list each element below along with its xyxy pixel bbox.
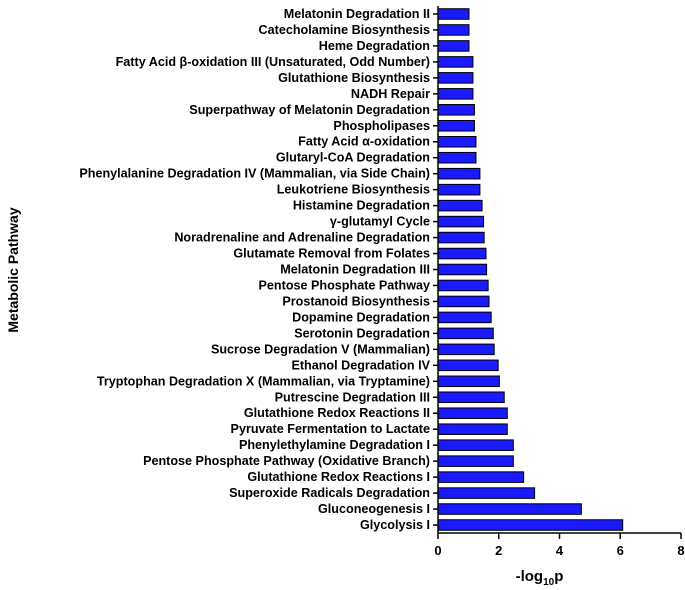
category-label: Glutathione Redox Reactions II (244, 406, 430, 420)
category-label: Superoxide Radicals Degradation (229, 486, 430, 500)
bar (437, 487, 536, 499)
category-label: Phenylethylamine Degradation I (239, 438, 430, 452)
bar (437, 183, 481, 196)
bar (437, 88, 474, 100)
bar (437, 343, 495, 356)
category-label: Pentose Phosphate Pathway (Oxidative Bra… (143, 454, 430, 468)
category-label: Sucrose Degradation V (Mammalian) (211, 342, 430, 356)
category-label: Heme Degradation (319, 39, 430, 53)
category-label: Melatonin Degradation III (280, 263, 430, 277)
category-label: Fatty Acid β-oxidation III (Unsaturated,… (116, 55, 430, 69)
bar (437, 56, 474, 68)
bar (437, 519, 624, 531)
bar (437, 24, 470, 36)
bar (437, 503, 582, 515)
bar (437, 471, 525, 483)
bar (437, 151, 477, 164)
bar (437, 72, 474, 84)
category-label: Leukotriene Biosynthesis (277, 183, 430, 197)
bar (437, 391, 505, 404)
bar (437, 8, 470, 20)
x-tick-label: 8 (677, 543, 684, 558)
bar (437, 167, 481, 180)
x-axis-label: -log10p (516, 568, 564, 588)
category-label: Phospholipases (333, 119, 430, 133)
bar (437, 279, 489, 292)
bar (437, 295, 490, 308)
category-label: Gluconeogenesis I (318, 502, 430, 516)
category-label: Melatonin Degradation II (284, 7, 430, 21)
category-label: Glycolysis I (360, 518, 430, 532)
bar (437, 104, 475, 116)
bar (437, 455, 514, 467)
category-label: Catecholamine Biosynthesis (259, 23, 430, 37)
category-label: Glutathione Redox Reactions I (247, 470, 430, 484)
bar (437, 327, 494, 340)
bars-group (437, 8, 624, 531)
bar (437, 423, 508, 435)
category-label: Tryptophan Degradation X (Mammalian, via… (97, 374, 430, 388)
category-label: Serotonin Degradation (294, 326, 430, 340)
bar (437, 311, 492, 324)
category-label: Superpathway of Melatonin Degradation (189, 103, 430, 117)
category-label: Dopamine Degradation (292, 310, 430, 324)
category-label: Glutamate Removal from Folates (233, 247, 430, 261)
x-tick-label: 0 (434, 543, 441, 558)
bar (437, 263, 488, 276)
x-axis-label-tail: p (554, 568, 563, 585)
bar (437, 215, 485, 228)
x-tick-label: 4 (556, 543, 564, 558)
category-label: Ethanol Degradation IV (291, 358, 430, 372)
bar (437, 407, 508, 419)
category-label: Glutathione Biosynthesis (278, 71, 430, 85)
category-label: Putrescine Degradation III (275, 390, 430, 404)
category-label: Noradrenaline and Adrenaline Degradation (174, 231, 430, 245)
category-label: Glutaryl-CoA Degradation (276, 151, 430, 165)
y-axis-ticks (433, 13, 438, 526)
bar (437, 359, 499, 372)
category-label: Pyruvate Fermentation to Lactate (231, 422, 430, 436)
bar (437, 120, 475, 132)
category-label: Pentose Phosphate Pathway (259, 278, 430, 292)
bar (437, 231, 485, 244)
y-axis-label: Metabolic Pathway (5, 207, 21, 332)
category-label: γ-glutamyl Cycle (330, 215, 430, 229)
x-tick-label: 2 (495, 543, 502, 558)
bar (437, 199, 483, 212)
x-tick-label: 6 (617, 543, 624, 558)
bar (437, 439, 514, 451)
x-axis-label-main: -log (516, 568, 544, 585)
bar (437, 247, 487, 260)
category-label: Histamine Degradation (293, 199, 430, 213)
category-label: NADH Repair (351, 87, 430, 101)
bar (437, 375, 500, 388)
category-label: Fatty Acid α-oxidation (298, 135, 430, 149)
category-label: Prostanoid Biosynthesis (282, 294, 430, 308)
x-axis-label-subscript: 10 (543, 577, 555, 588)
bar (437, 40, 470, 52)
category-labels: Melatonin Degradation II Catecholamine Bi… (79, 7, 430, 532)
x-axis-ticks: 0 2 4 6 8 (434, 533, 685, 558)
category-label: Phenylalanine Degradation IV (Mammalian,… (79, 167, 430, 181)
bar (437, 135, 477, 148)
